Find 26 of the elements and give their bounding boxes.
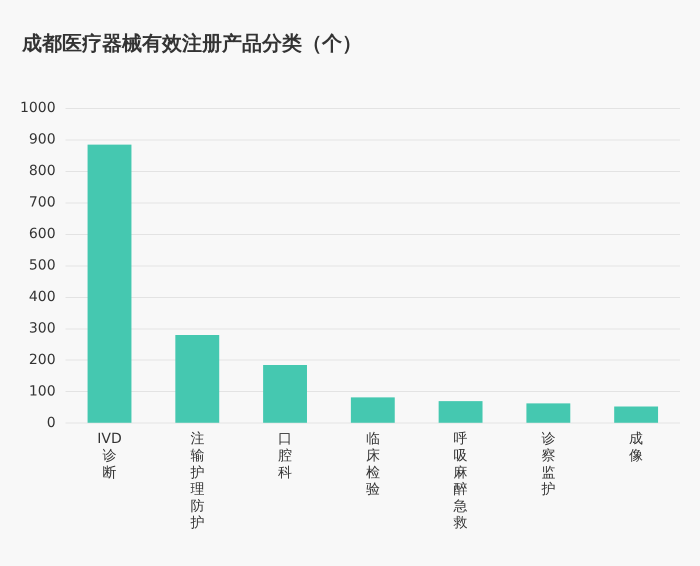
y-tick-label: 700 [28, 194, 56, 210]
bar [350, 397, 395, 423]
x-tick-label: 临床检验 [366, 431, 380, 498]
y-tick-label: 200 [28, 352, 56, 368]
bar [438, 401, 483, 423]
bar [175, 335, 220, 423]
x-tick-label: 注输护理防护 [189, 431, 204, 532]
y-tick-label: 600 [28, 226, 56, 242]
bar [526, 403, 570, 423]
y-tick-label: 300 [28, 320, 56, 336]
x-tick-label: 呼吸麻醉急救 [452, 431, 468, 532]
x-tick-label: 成像 [629, 431, 644, 464]
y-tick-label: 800 [28, 163, 56, 179]
x-tick-label: 口腔科 [278, 431, 292, 481]
y-tick-label: 100 [28, 383, 56, 400]
y-tick-label: 500 [28, 257, 56, 274]
chart-title: 成都医疗器械有效注册产品分类（个） [22, 30, 362, 57]
y-tick-label: 400 [28, 288, 56, 305]
y-tick-label: 1000 [20, 100, 56, 116]
x-tick-label: IVD 诊断 [97, 431, 122, 481]
bar [614, 406, 658, 423]
y-tick-label: 900 [28, 132, 56, 148]
y-tick-label: 0 [46, 414, 56, 431]
bar [263, 364, 307, 423]
bar [88, 144, 132, 423]
x-tick-label: 诊察监护 [540, 431, 556, 498]
